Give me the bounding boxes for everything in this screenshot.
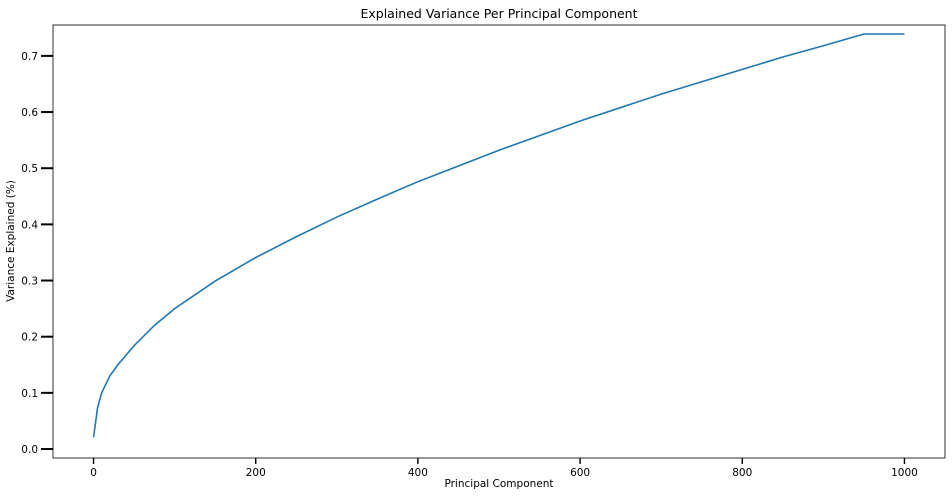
- x-tick-label: 0: [90, 467, 97, 479]
- y-tick-label: 0.3: [21, 276, 38, 288]
- plot-area: 0 200 400 600 800 1000 0.00.10.20.30.40.50.60…: [21, 24, 946, 479]
- y-tick-label: 0.0: [21, 444, 38, 456]
- y-tick-label: 0.7: [21, 51, 38, 63]
- plot-frame: [52, 24, 946, 459]
- series-line: [92, 33, 905, 438]
- y-tick-label: 0.4: [21, 219, 38, 231]
- y-axis-label: Variance Explained (%): [5, 180, 17, 302]
- x-tick-label: 1000: [891, 467, 918, 479]
- y-tick-label: 0.2: [21, 332, 38, 344]
- x-tick-label: 200: [246, 467, 266, 479]
- y-tick-label: 0.6: [21, 107, 38, 119]
- x-tick-label: 800: [732, 467, 752, 479]
- y-tick-label: 0.1: [21, 388, 38, 400]
- x-ticks: 0 200 400 600 800 1000: [90, 458, 918, 479]
- y-tick-label: 0.5: [21, 163, 38, 175]
- x-tick-label: 600: [570, 467, 590, 479]
- y-ticks: 0.0 0.1 0.2 0.3 0.4 0.5 0.6 0.7: [21, 51, 53, 456]
- x-tick-label: 400: [408, 467, 428, 479]
- x-axis-label: Principal Component: [444, 478, 553, 490]
- chart-title: Explained Variance Per Principal Compone…: [360, 6, 637, 21]
